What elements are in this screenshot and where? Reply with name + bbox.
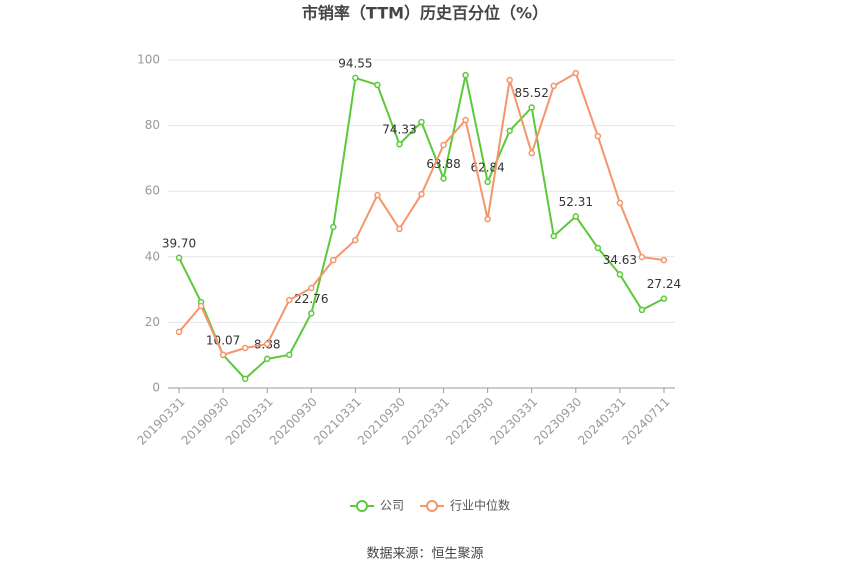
y-tick-label: 60 <box>145 184 160 198</box>
point <box>418 118 425 126</box>
point <box>308 284 315 292</box>
series-line <box>178 71 665 357</box>
point <box>241 375 249 383</box>
point <box>330 256 337 264</box>
point <box>175 328 183 336</box>
point <box>462 71 469 79</box>
point <box>660 256 668 264</box>
point <box>638 253 646 261</box>
point <box>528 104 535 111</box>
point <box>374 81 381 89</box>
point <box>219 351 227 359</box>
point <box>263 355 271 363</box>
point <box>616 199 624 207</box>
legend-label: 行业中位数 <box>450 498 510 513</box>
data-label: 63.88 <box>426 157 460 171</box>
y-tick-label: 20 <box>145 315 160 329</box>
point <box>440 175 447 182</box>
point <box>396 140 403 148</box>
legend-marker <box>356 500 368 512</box>
point <box>175 254 183 262</box>
x-tick-label: 20240711 <box>619 395 672 448</box>
data-label: 94.55 <box>338 56 372 70</box>
point <box>616 271 624 278</box>
point <box>374 191 381 199</box>
point <box>263 340 271 348</box>
data-label: 74.33 <box>382 123 416 137</box>
point <box>396 225 403 233</box>
point <box>594 244 602 252</box>
point <box>352 74 359 82</box>
data-label: 39.70 <box>162 236 196 250</box>
point <box>506 127 513 135</box>
point <box>572 69 580 77</box>
data-label: 85.52 <box>515 86 549 100</box>
data-label: 27.24 <box>647 277 681 291</box>
point <box>528 149 535 157</box>
y-tick-label: 80 <box>145 118 160 132</box>
point <box>308 310 315 317</box>
point <box>285 351 293 359</box>
data-label: 22.76 <box>294 292 328 306</box>
point <box>484 215 491 223</box>
point <box>550 232 558 240</box>
point <box>440 141 447 149</box>
point <box>285 296 293 304</box>
point <box>330 223 337 231</box>
point <box>594 132 602 140</box>
point <box>462 116 469 124</box>
point <box>418 190 425 198</box>
y-tick-label: 0 <box>152 381 160 395</box>
point <box>572 213 580 220</box>
legend-marker <box>426 500 439 512</box>
legend-label: 公司 <box>380 499 404 513</box>
source: 数据来源：恒生聚源 <box>366 547 483 562</box>
y-tick-label: 40 <box>145 249 160 263</box>
point <box>352 236 359 244</box>
data-label: 34.63 <box>603 253 637 267</box>
point <box>550 82 558 90</box>
point <box>660 295 668 302</box>
chart-title: 市销率（TTM）历史百分位（%） <box>302 4 548 23</box>
data-label: 10.07 <box>206 333 240 347</box>
data-label: 52.31 <box>559 195 593 209</box>
point <box>506 76 513 84</box>
point <box>638 306 646 314</box>
y-tick-label: 100 <box>137 53 160 67</box>
point <box>484 178 491 186</box>
point <box>197 302 205 310</box>
point <box>241 344 249 352</box>
